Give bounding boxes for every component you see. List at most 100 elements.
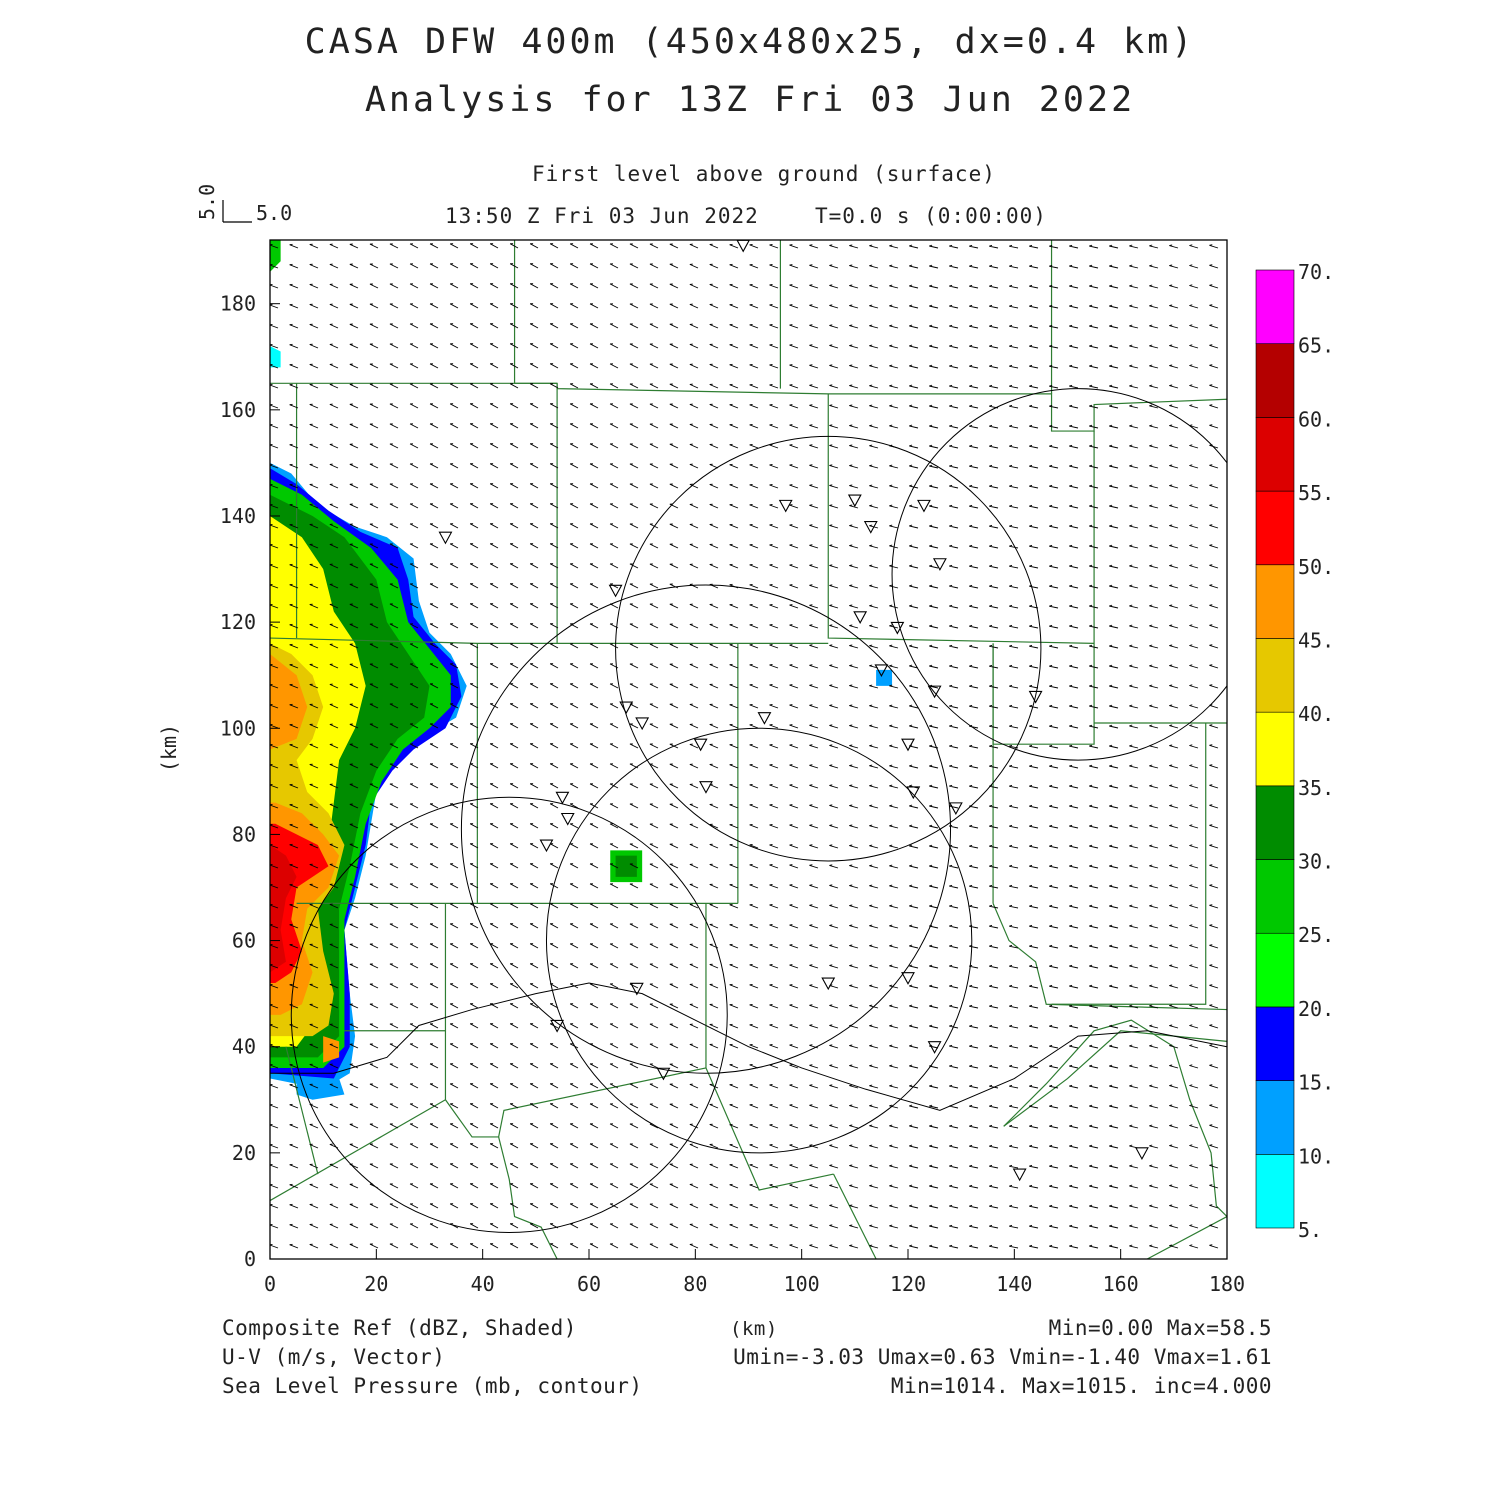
y-tick-label: 100 xyxy=(220,716,256,740)
colorbar-swatch xyxy=(1255,1154,1295,1229)
chart-subtitle: Analysis for 13Z Fri 03 Jun 2022 xyxy=(364,80,1136,120)
range-ring xyxy=(615,435,1042,862)
colorbar-label: 45. xyxy=(1298,628,1334,652)
x-tick-label: 160 xyxy=(1103,1272,1139,1296)
colorbar-label: 5. xyxy=(1298,1218,1322,1242)
y-axis-label: (km) xyxy=(157,724,181,772)
station-marker xyxy=(1135,1147,1149,1161)
colorbar-label: 50. xyxy=(1298,555,1334,579)
station-marker xyxy=(927,1041,942,1054)
colorbar-swatch xyxy=(1255,859,1295,934)
station-marker xyxy=(693,738,708,752)
colorbar-swatch xyxy=(1255,638,1295,713)
y-tick-label: 80 xyxy=(232,822,256,846)
y-tick-label: 0 xyxy=(244,1247,256,1271)
x-tick-label: 180 xyxy=(1209,1272,1245,1296)
range-ring xyxy=(290,796,728,1233)
valid-time-label: 13:50 Z Fri 03 Jun 2022 xyxy=(445,204,759,228)
x-tick-label: 80 xyxy=(683,1272,707,1296)
colorbar-label: 10. xyxy=(1298,1144,1334,1168)
station-marker xyxy=(906,786,921,800)
wind-vector-field xyxy=(270,243,1219,1249)
colorbar-label: 55. xyxy=(1298,481,1334,505)
station-marker xyxy=(821,977,836,991)
station-marker xyxy=(555,791,570,805)
station-marker xyxy=(550,1019,565,1033)
county-boundaries xyxy=(270,240,1227,1259)
y-tick-label: 20 xyxy=(232,1141,256,1165)
station-marker xyxy=(656,1067,671,1081)
station-marker xyxy=(778,499,793,513)
station-marker xyxy=(853,611,868,624)
colorbar-label: 15. xyxy=(1298,1071,1334,1095)
station-marker xyxy=(927,685,942,699)
station-marker xyxy=(629,982,644,996)
y-tick-label: 180 xyxy=(220,292,256,316)
x-tick-label: 0 xyxy=(264,1272,276,1296)
station-marker xyxy=(1028,690,1043,704)
station-marker xyxy=(932,558,947,571)
station-marker xyxy=(757,712,772,725)
vector-key: 5.0 5.0 xyxy=(195,184,292,225)
colorbar-swatch xyxy=(1255,932,1295,1008)
colorbar-label: 30. xyxy=(1298,850,1334,874)
colorbar-label: 60. xyxy=(1298,407,1334,431)
radar-range-rings xyxy=(270,388,1227,1233)
x-tick-label: 140 xyxy=(996,1272,1032,1296)
field1-stats: Min=0.00 Max=58.5 xyxy=(1048,1316,1272,1340)
x-axis-label: (km) xyxy=(730,1318,778,1340)
station-marker xyxy=(901,738,915,752)
station-marker xyxy=(1012,1168,1027,1182)
vector-key-x: 5.0 xyxy=(256,201,292,225)
colorbar-swatch xyxy=(1255,785,1295,860)
station-marker xyxy=(619,701,634,715)
station-marker xyxy=(863,521,878,534)
range-ring xyxy=(545,727,973,1154)
station-marker xyxy=(539,839,554,853)
x-tick-label: 120 xyxy=(890,1272,926,1296)
colorbar-swatch xyxy=(1255,269,1295,344)
y-tick-label: 40 xyxy=(232,1035,256,1059)
x-tick-label: 100 xyxy=(784,1272,820,1296)
reflectivity-field xyxy=(270,240,893,1100)
field3-stats: Min=1014. Max=1015. inc=4.000 xyxy=(890,1374,1272,1398)
station-marker xyxy=(560,812,575,826)
colorbar-swatch xyxy=(1255,417,1295,492)
plot-frame xyxy=(269,239,1228,1260)
colorbar-label: 40. xyxy=(1298,702,1334,726)
colorbar-label: 35. xyxy=(1298,776,1334,800)
station-marker xyxy=(608,584,623,598)
colorbar-swatch xyxy=(1255,1080,1295,1155)
x-tick-label: 40 xyxy=(471,1272,495,1296)
colorbar: 5. 10. 15. 20. 25. 30. 35. 40. 45. 50. 55. 60. 65. 70… xyxy=(1255,260,1334,1242)
station-marker xyxy=(901,972,915,985)
colorbar-swatch xyxy=(1255,490,1295,566)
colorbar-label: 20. xyxy=(1298,997,1334,1021)
x-tick-label: 60 xyxy=(577,1272,601,1296)
y-tick-label: 140 xyxy=(220,504,256,528)
x-axis: 0 20 40 60 80 100 120 140 160 180 xyxy=(264,1249,1245,1296)
range-ring xyxy=(460,584,952,1074)
field2-stats: Umin=-3.03 Umax=0.63 Vmin=-1.40 Vmax=1.6… xyxy=(733,1345,1272,1369)
station-markers xyxy=(438,240,1149,1182)
y-tick-label: 60 xyxy=(232,929,256,953)
y-axis: 0 20 40 60 80 100 120 140 160 180 xyxy=(220,292,280,1271)
vector-key-y: 5.0 xyxy=(195,184,219,220)
colorbar-swatch xyxy=(1255,343,1295,418)
station-marker xyxy=(438,531,453,545)
colorbar-swatch xyxy=(1255,564,1295,639)
station-marker xyxy=(635,717,650,731)
colorbar-label: 65. xyxy=(1298,334,1334,358)
station-marker xyxy=(699,781,713,794)
forecast-time-label: T=0.0 s (0:00:00) xyxy=(815,204,1047,228)
colorbar-label: 70. xyxy=(1298,260,1334,284)
field2-label: U-V (m/s, Vector) xyxy=(222,1345,446,1369)
wind-vectors xyxy=(270,243,1219,1249)
station-marker xyxy=(847,494,862,508)
station-marker xyxy=(948,802,963,816)
level-label: First level above ground (surface) xyxy=(532,162,996,186)
colorbar-swatch xyxy=(1255,711,1295,787)
colorbar-swatch xyxy=(1255,1006,1295,1081)
chart-title: CASA DFW 400m (450x480x25, dx=0.4 km) xyxy=(304,22,1196,62)
